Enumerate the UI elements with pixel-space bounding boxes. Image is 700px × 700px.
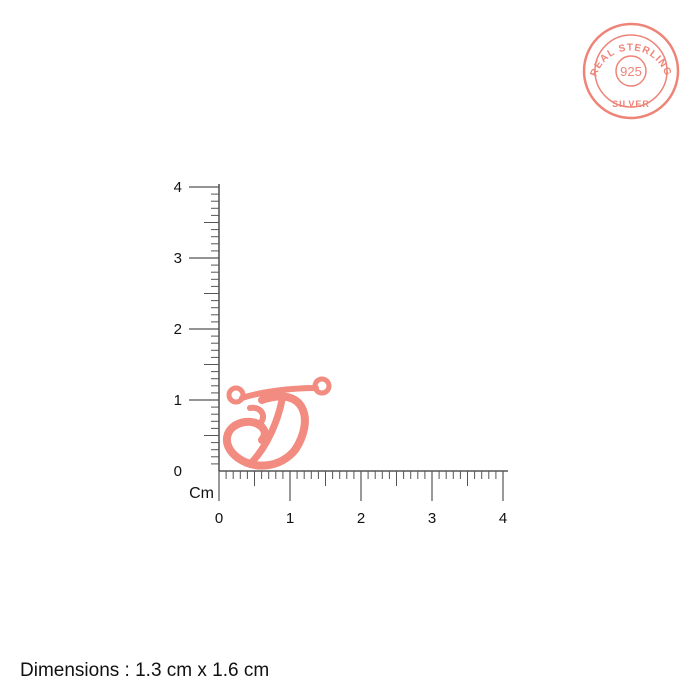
sterling-silver-seal: REAL STERLING 925 SILVER [582,22,680,120]
pendant-letter-d [223,376,332,470]
x-tick-label: 0 [215,510,223,527]
y-tick-label: 3 [174,250,182,267]
y-tick-label: 0 [174,463,182,480]
dimensions-text: Dimensions : 1.3 cm x 1.6 cm [20,660,270,681]
ruler: 0 1 2 3 4 0 1 2 3 4 Cm [174,179,508,527]
seal-bottom-text: SILVER [612,99,650,109]
x-tick-label: 1 [286,510,294,527]
y-tick-label: 2 [174,321,182,338]
y-tick-label: 4 [174,179,182,196]
x-tick-label: 3 [428,510,436,527]
y-tick-label: 1 [174,392,182,409]
x-tick-label: 4 [499,510,507,527]
x-tick-label: 2 [357,510,365,527]
seal-center-text: 925 [620,64,642,79]
unit-label: Cm [189,485,214,502]
